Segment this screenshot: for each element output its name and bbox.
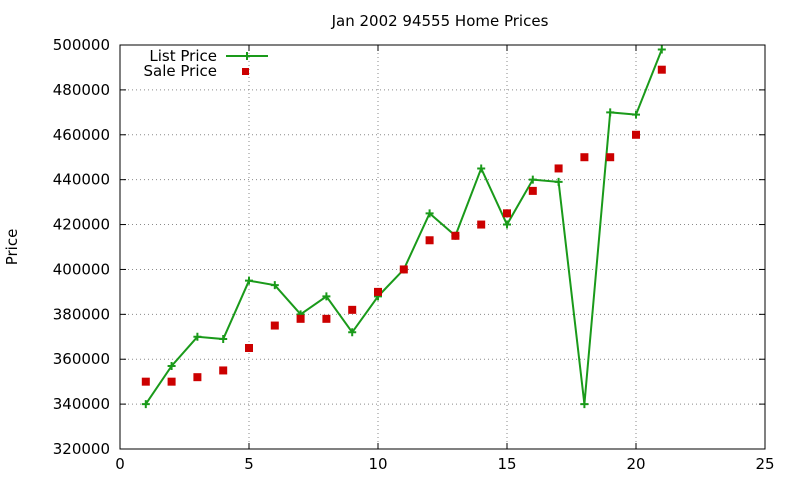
x-tick-label: 10: [368, 455, 387, 473]
sale-price-point: [657, 65, 666, 74]
sale-price-point: [399, 265, 408, 274]
list-price-line: [144, 49, 663, 405]
list-price-point: [219, 335, 228, 344]
list-price-point: [554, 177, 563, 186]
sale-price-point: [632, 130, 640, 139]
sale-price-point: [141, 377, 150, 386]
sale-price-point: [322, 314, 331, 323]
list-price-point: [606, 108, 615, 117]
chart-title: Jan 2002 94555 Home Prices: [331, 12, 549, 30]
sale-price-point: [425, 236, 434, 245]
sale-price-point: [193, 373, 202, 382]
list-price-point: [657, 45, 666, 54]
sale-price-point: [503, 209, 511, 218]
y-tick-label: 460000: [53, 126, 110, 144]
sale-price-point: [606, 153, 615, 162]
x-tick-label: 25: [755, 455, 774, 473]
x-tick-label: 0: [115, 455, 125, 473]
list-price-point: [580, 400, 589, 409]
list-price-point: [167, 361, 176, 370]
legend-label-sale-price: Sale Price: [144, 62, 217, 80]
y-tick-label: 380000: [53, 305, 110, 323]
sale-price-point: [245, 344, 253, 352]
plot-frame: [119, 44, 766, 450]
sale-price-point: [270, 321, 279, 330]
list-price-point: [193, 332, 202, 341]
list-price-point: [632, 110, 640, 119]
sale-price-point: [348, 305, 357, 314]
x-tick-label: 5: [244, 455, 254, 473]
list-price-point: [270, 281, 279, 290]
sale-price-point: [296, 314, 305, 323]
sale-price-point: [528, 186, 537, 195]
sale-price-point: [451, 231, 460, 240]
sale-price-point: [219, 366, 228, 375]
y-tick-label: 320000: [53, 440, 110, 458]
list-price-point: [322, 292, 331, 301]
legend-marker-sale-price: [242, 68, 249, 75]
y-tick-label: 360000: [53, 350, 110, 368]
y-tick-label: 500000: [53, 36, 110, 54]
list-price-point: [477, 164, 486, 173]
y-axis-label: Price: [3, 229, 21, 266]
list-price-point: [528, 175, 537, 184]
list-price-point: [503, 220, 511, 229]
legend-label-list-price: List Price: [149, 47, 217, 65]
list-price-point: [425, 209, 434, 218]
sale-price-point: [554, 164, 563, 173]
y-tick-label: 400000: [53, 260, 110, 278]
series-layer: [141, 45, 666, 409]
list-price-point: [141, 400, 150, 409]
legend: List Price Sale Price: [144, 47, 268, 80]
list-price-point: [245, 276, 253, 285]
y-tick-label: 340000: [53, 395, 110, 413]
sale-price-point: [374, 287, 382, 296]
y-tick-label: 420000: [53, 216, 110, 234]
sale-price-point: [580, 153, 589, 162]
y-tick-label: 480000: [53, 81, 110, 99]
sale-price-point: [167, 377, 176, 386]
y-tick-label: 440000: [53, 171, 110, 189]
grid-lines: [120, 45, 765, 449]
x-tick-label: 15: [497, 455, 516, 473]
legend-marker-list-price: [243, 52, 251, 60]
list-price-point: [348, 328, 357, 337]
sale-price-point: [477, 220, 486, 229]
x-tick-label: 20: [626, 455, 645, 473]
axis-ticks: 0 5 10 15 20 25 320000 340000 360000 380000 400000…: [53, 36, 775, 473]
